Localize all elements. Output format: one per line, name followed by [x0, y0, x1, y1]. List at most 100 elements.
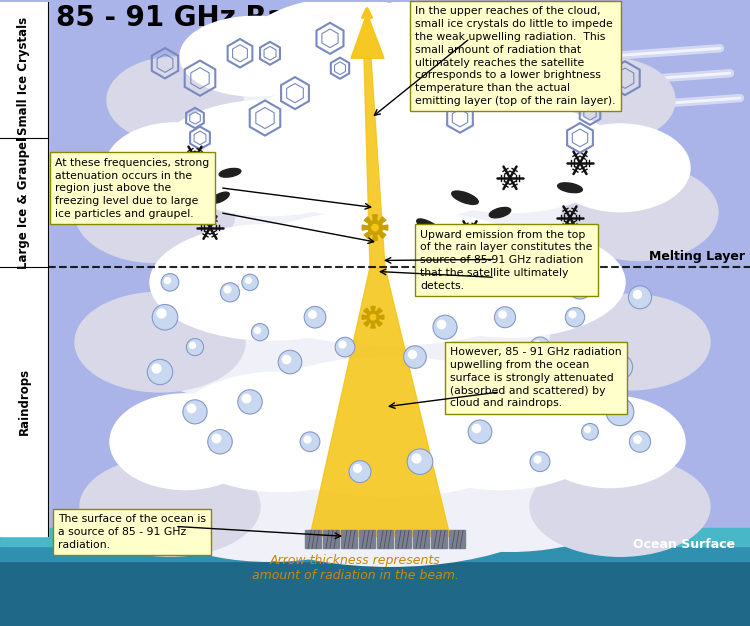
Bar — [0, 531, 750, 562]
Bar — [413, 530, 429, 548]
Text: At these frequencies, strong
attenuation occurs in the
region just above the
fre: At these frequencies, strong attenuation… — [55, 158, 209, 219]
Circle shape — [527, 449, 553, 475]
Circle shape — [466, 349, 483, 366]
Circle shape — [351, 463, 369, 481]
Circle shape — [160, 273, 179, 292]
Ellipse shape — [562, 165, 718, 260]
Text: The surface of the ocean is
a source of 85 - 91 GHz
radiation.: The surface of the ocean is a source of … — [58, 515, 206, 550]
Circle shape — [251, 322, 269, 342]
Text: Upward emission from the top
of the rain layer constitutes the
source of 85-91 G: Upward emission from the top of the rain… — [420, 230, 592, 290]
Bar — [305, 530, 321, 548]
Text: Small Ice Crystals: Small Ice Crystals — [17, 17, 31, 135]
Polygon shape — [382, 225, 388, 230]
Polygon shape — [376, 321, 382, 326]
Ellipse shape — [150, 225, 390, 340]
Bar — [431, 530, 447, 548]
Ellipse shape — [225, 21, 535, 156]
Circle shape — [566, 274, 594, 301]
Text: 85 - 91 GHz Radiometry: 85 - 91 GHz Radiometry — [56, 4, 427, 33]
Circle shape — [368, 220, 382, 235]
Circle shape — [610, 357, 630, 377]
Polygon shape — [364, 217, 371, 223]
Ellipse shape — [390, 374, 610, 490]
Circle shape — [210, 432, 230, 452]
Ellipse shape — [219, 168, 241, 177]
Bar — [341, 530, 357, 548]
Ellipse shape — [225, 76, 555, 220]
Bar — [0, 3, 48, 536]
Polygon shape — [364, 232, 371, 239]
Ellipse shape — [452, 191, 478, 204]
Circle shape — [182, 334, 208, 360]
Circle shape — [576, 418, 604, 446]
Ellipse shape — [550, 294, 710, 390]
Ellipse shape — [120, 272, 400, 402]
Ellipse shape — [417, 219, 443, 236]
Ellipse shape — [180, 16, 330, 96]
Circle shape — [217, 279, 244, 305]
Bar — [377, 530, 393, 548]
Circle shape — [411, 453, 429, 470]
Ellipse shape — [547, 226, 573, 239]
Text: Melting Layer: Melting Layer — [649, 250, 745, 264]
Ellipse shape — [80, 457, 260, 557]
Polygon shape — [373, 215, 377, 220]
Ellipse shape — [220, 210, 560, 345]
Circle shape — [632, 433, 649, 450]
Polygon shape — [370, 323, 375, 328]
Circle shape — [187, 403, 203, 420]
Ellipse shape — [130, 432, 410, 562]
Ellipse shape — [181, 207, 209, 219]
Circle shape — [372, 224, 378, 231]
Ellipse shape — [395, 38, 605, 143]
Ellipse shape — [535, 396, 685, 488]
Ellipse shape — [190, 252, 590, 412]
Polygon shape — [373, 235, 377, 240]
Circle shape — [632, 289, 649, 306]
Ellipse shape — [385, 274, 655, 400]
Ellipse shape — [195, 113, 585, 282]
Circle shape — [592, 349, 608, 366]
Circle shape — [563, 305, 587, 329]
Polygon shape — [376, 308, 382, 314]
Ellipse shape — [545, 58, 675, 142]
Ellipse shape — [530, 457, 710, 557]
Circle shape — [281, 353, 299, 371]
Circle shape — [435, 317, 455, 337]
Ellipse shape — [170, 372, 390, 491]
Ellipse shape — [200, 407, 580, 567]
Ellipse shape — [155, 100, 385, 215]
Ellipse shape — [211, 192, 230, 203]
Polygon shape — [379, 217, 386, 223]
Ellipse shape — [380, 432, 640, 552]
Ellipse shape — [110, 394, 260, 490]
Ellipse shape — [400, 145, 660, 270]
Circle shape — [471, 423, 489, 441]
Ellipse shape — [489, 207, 511, 218]
Ellipse shape — [107, 57, 243, 143]
Circle shape — [298, 430, 322, 453]
Ellipse shape — [438, 16, 582, 91]
Polygon shape — [362, 315, 367, 319]
Polygon shape — [379, 315, 384, 319]
Ellipse shape — [550, 124, 690, 212]
Ellipse shape — [340, 0, 520, 94]
Polygon shape — [364, 308, 370, 314]
Bar — [449, 530, 465, 548]
Ellipse shape — [165, 38, 365, 148]
Bar — [0, 528, 750, 546]
Bar — [359, 530, 375, 548]
Polygon shape — [310, 267, 450, 536]
Ellipse shape — [75, 292, 245, 392]
Text: Large Ice & Graupel: Large Ice & Graupel — [17, 136, 31, 269]
Text: However, 85 - 91 GHz radiation
upwelling from the ocean
surface is strongly atte: However, 85 - 91 GHz radiation upwelling… — [450, 347, 622, 408]
Circle shape — [405, 347, 425, 367]
Circle shape — [238, 271, 262, 294]
Ellipse shape — [558, 183, 582, 193]
Text: Arrow thickness represents
amount of radiation in the beam.: Arrow thickness represents amount of rad… — [251, 554, 458, 582]
Ellipse shape — [400, 103, 620, 213]
Bar — [0, 531, 750, 626]
Polygon shape — [351, 13, 384, 58]
Polygon shape — [364, 58, 385, 267]
Ellipse shape — [120, 143, 390, 272]
